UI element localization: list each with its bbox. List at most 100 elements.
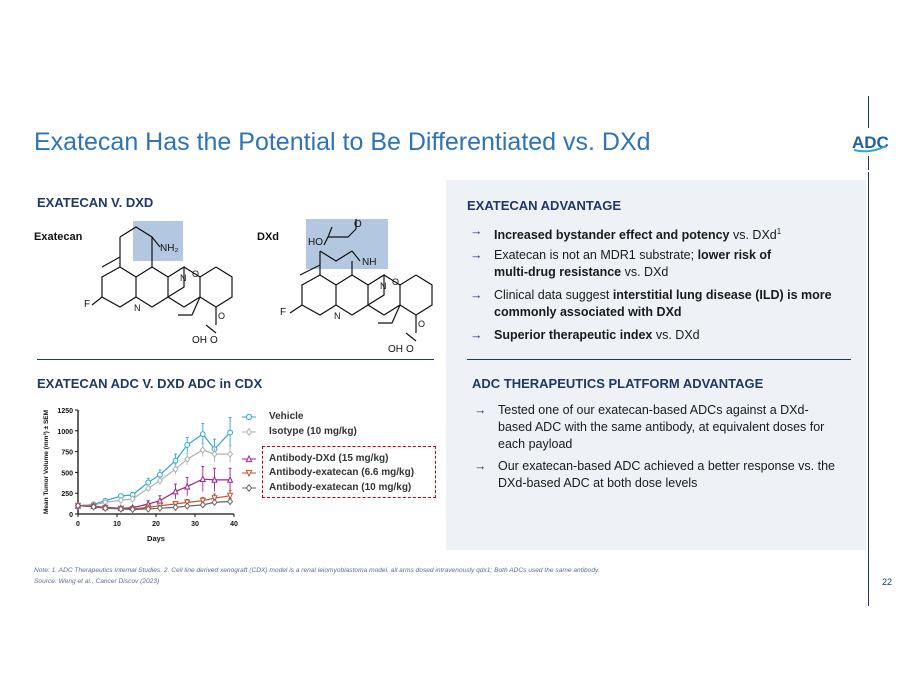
data-point bbox=[184, 482, 191, 490]
svg-text:O: O bbox=[210, 335, 218, 346]
svg-text:N: N bbox=[380, 281, 387, 291]
svg-text:OH: OH bbox=[388, 344, 403, 355]
data-point bbox=[145, 479, 152, 486]
svg-text:O: O bbox=[218, 311, 225, 321]
data-point bbox=[129, 495, 136, 503]
arrow-right-icon: → bbox=[470, 248, 483, 262]
data-point bbox=[227, 429, 234, 436]
advantage-item-1: → Increased bystander effect and potency… bbox=[470, 224, 782, 243]
x-tick-label: 40 bbox=[230, 521, 238, 528]
legend-label-1: Isotype (10 mg/kg) bbox=[269, 426, 357, 437]
platform-item-2: → Our exatecan-based ADC achieved a bett… bbox=[474, 459, 835, 490]
section-heading-cdx: EXATECAN ADC V. DXD ADC in CDX bbox=[37, 376, 263, 391]
data-point bbox=[117, 496, 124, 505]
legend-label-2: Antibody-DXd (15 mg/kg) bbox=[269, 453, 389, 464]
svg-text:O: O bbox=[392, 277, 399, 287]
svg-text:ADC: ADC bbox=[852, 133, 889, 152]
data-point bbox=[172, 465, 179, 473]
adc-logo-icon: ADC bbox=[850, 128, 890, 156]
svg-text:F: F bbox=[84, 299, 90, 310]
legend-label-3: Antibody-exatecan (6.6 mg/kg) bbox=[269, 467, 415, 478]
legend-marker-3 bbox=[242, 469, 256, 478]
dxd-ho-label: HO bbox=[308, 237, 323, 248]
data-point bbox=[211, 498, 218, 507]
tumor-volume-chart: 0 250 500 750 1000 1250 0 10 20 30 40 Days Mean Tumo… bbox=[43, 408, 238, 543]
data-point bbox=[102, 504, 109, 512]
data-point bbox=[74, 501, 82, 510]
series-line-1 bbox=[77, 449, 231, 507]
data-point bbox=[172, 457, 179, 464]
chart-legend: Vehicle Isotype (10 mg/kg) Antibody-DXd (1… bbox=[240, 405, 440, 500]
data-point bbox=[199, 431, 206, 438]
data-point bbox=[211, 475, 218, 483]
legend-label-0: Vehicle bbox=[269, 411, 304, 422]
platform-advantage-heading: ADC THERAPEUTICS PLATFORM ADVANTAGE bbox=[472, 376, 764, 391]
y-tick-label: 750 bbox=[61, 450, 73, 457]
data-point bbox=[145, 505, 152, 513]
x-tick-label: 10 bbox=[113, 521, 121, 528]
data-point bbox=[199, 474, 206, 482]
data-point bbox=[184, 442, 191, 448]
advantage-item-4: → Superior therapeutic index vs. DXd bbox=[470, 328, 700, 342]
x-tick-label: 30 bbox=[191, 521, 199, 528]
svg-text:O: O bbox=[192, 269, 199, 279]
molecule-label-exatecan: Exatecan bbox=[34, 231, 83, 243]
data-point bbox=[172, 503, 179, 512]
right-rule-bottom bbox=[868, 172, 869, 606]
y-tick-label: 1250 bbox=[57, 408, 73, 415]
legend-marker-2 bbox=[242, 454, 256, 463]
arrow-right-icon: → bbox=[470, 224, 483, 238]
exatecan-structure: NH₂ F N N O O OH O bbox=[84, 221, 233, 346]
svg-text:O: O bbox=[354, 219, 362, 230]
svg-text:O: O bbox=[406, 344, 414, 355]
data-point bbox=[226, 475, 234, 483]
y-tick-label: 0 bbox=[69, 512, 73, 519]
source-note: Source: Weng et al., Cancer Discov (2023… bbox=[34, 578, 160, 585]
svg-text:O: O bbox=[418, 319, 425, 329]
exatecan-advantage-heading: EXATECAN ADVANTAGE bbox=[467, 198, 622, 213]
legend-marker-4 bbox=[242, 484, 256, 492]
y-tick-label: 250 bbox=[61, 491, 73, 498]
data-point bbox=[129, 505, 136, 514]
data-point bbox=[156, 504, 163, 512]
molecule-label-dxd: DXd bbox=[257, 231, 279, 243]
data-point bbox=[90, 503, 97, 511]
legend-marker-0 bbox=[242, 413, 256, 421]
data-point bbox=[156, 476, 163, 485]
data-point bbox=[226, 492, 234, 500]
arrow-right-icon: → bbox=[470, 328, 483, 342]
legend-marker-1 bbox=[242, 428, 256, 436]
y-axis-label: Mean Tumor Volume (mm³) ± SEM bbox=[43, 410, 50, 514]
arrow-right-icon: → bbox=[474, 403, 487, 417]
dxd-structure: HO O NH F N N O O OH O bbox=[280, 219, 433, 355]
y-tick-label: 500 bbox=[61, 470, 73, 477]
exatecan-nh2-label: NH₂ bbox=[160, 243, 178, 254]
data-point bbox=[184, 455, 191, 463]
svg-text:OH: OH bbox=[192, 335, 207, 346]
left-divider bbox=[37, 359, 434, 360]
data-point bbox=[227, 497, 234, 506]
data-point bbox=[172, 487, 179, 495]
platform-item-1: → Tested one of our exatecan-based ADCs … bbox=[474, 403, 825, 451]
arrow-right-icon: → bbox=[474, 459, 487, 473]
data-point bbox=[227, 450, 234, 458]
footnote: Note: 1. ADC Therapeutics Internal Studi… bbox=[34, 567, 600, 574]
data-point bbox=[184, 502, 191, 510]
data-point bbox=[117, 505, 124, 513]
page-number: 22 bbox=[882, 577, 893, 587]
series-line-0 bbox=[77, 432, 231, 507]
adc-arms-highlight-box bbox=[262, 446, 436, 498]
page-title: Exatecan Has the Potential to Be Differe… bbox=[34, 128, 651, 156]
arrow-right-icon: → bbox=[470, 288, 483, 302]
svg-text:N: N bbox=[334, 311, 341, 321]
advantage-panel: EXATECAN ADVANTAGE → Increased bystander… bbox=[446, 180, 866, 550]
svg-text:N: N bbox=[180, 273, 187, 283]
data-point bbox=[145, 484, 152, 493]
x-tick-label: 20 bbox=[152, 521, 160, 528]
section-heading-exatecan-v-dxd: EXATECAN V. DXD bbox=[37, 195, 154, 210]
data-point bbox=[156, 496, 164, 504]
data-point bbox=[211, 495, 218, 503]
data-point bbox=[211, 450, 218, 458]
x-tick-label: 0 bbox=[76, 521, 80, 528]
dxd-nh-label: NH bbox=[362, 257, 376, 268]
